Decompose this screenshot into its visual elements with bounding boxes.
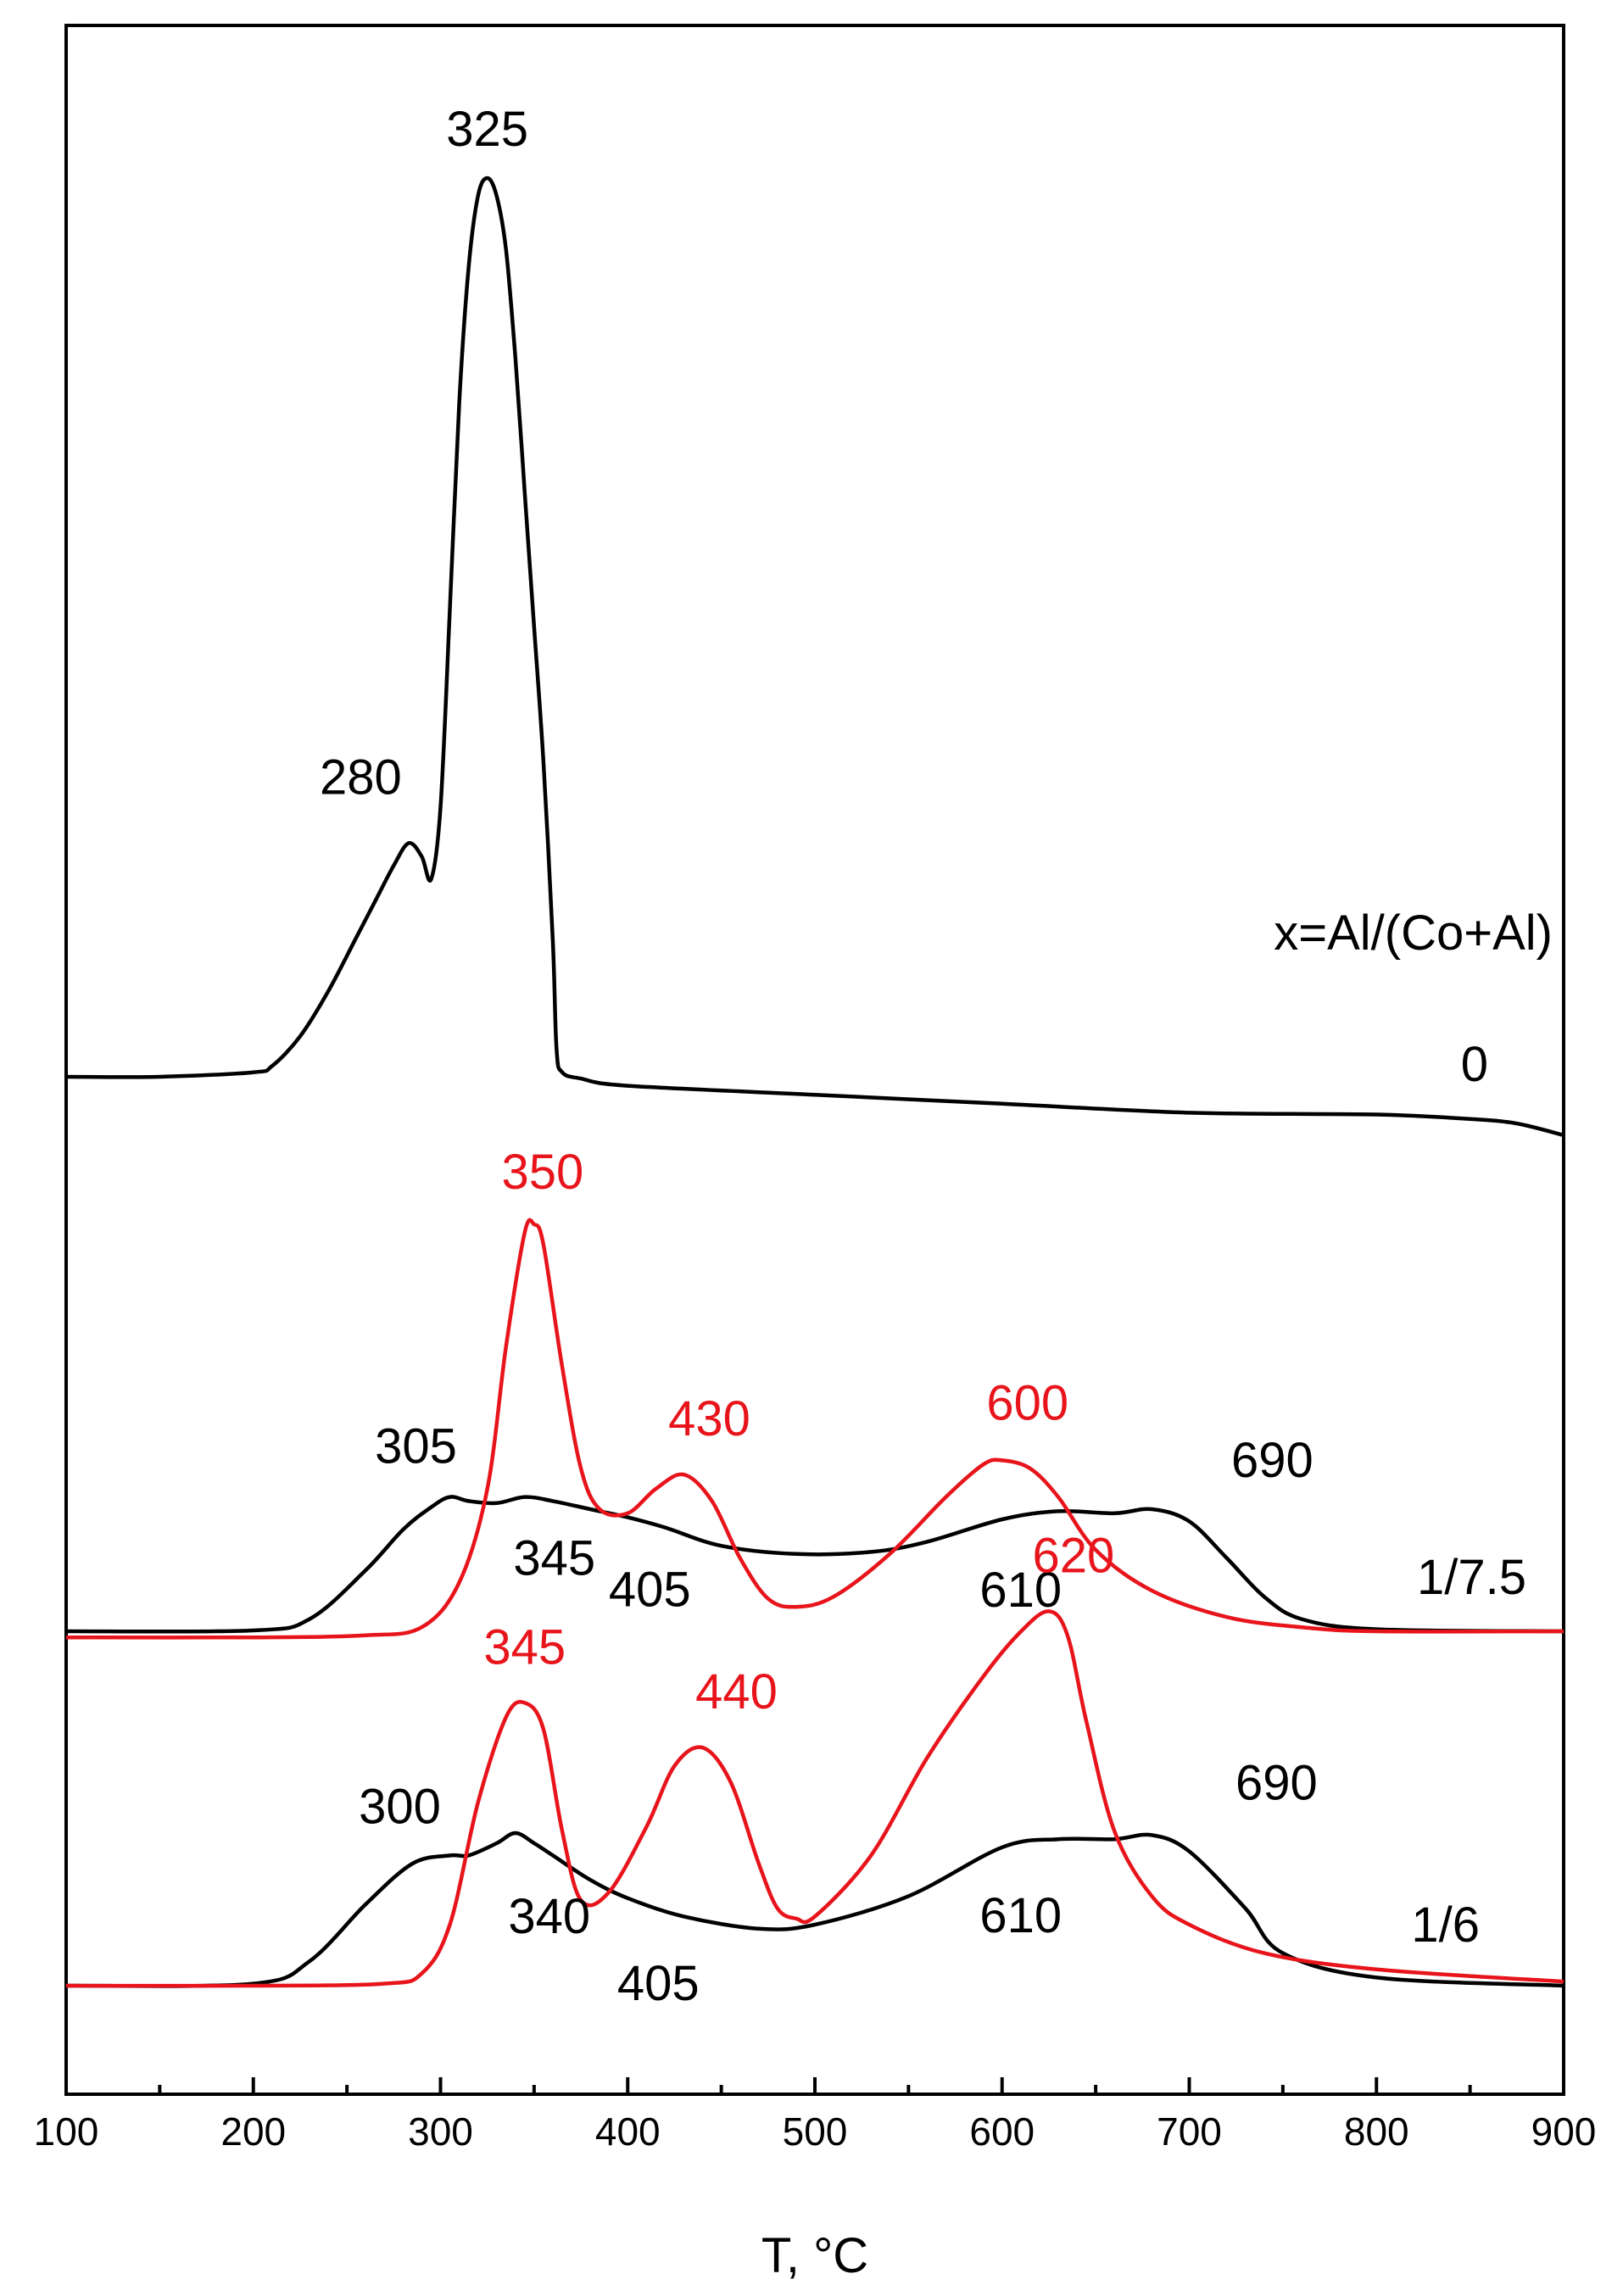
x-tick-label: 100 (34, 2109, 99, 2154)
series-line-1-7-5-black (65, 1495, 1564, 1634)
peak-label: 280 (320, 750, 402, 805)
series-line-1-7-5-red (65, 1218, 1564, 1640)
x-tick-label: 800 (1344, 2109, 1409, 2154)
group-label: 0 (1461, 1037, 1488, 1092)
peak-label: 300 (359, 1779, 441, 1834)
group-label: 1/7.5 (1417, 1550, 1526, 1605)
peak-label: 440 (695, 1664, 778, 1719)
plot-frame (64, 24, 1565, 2096)
peak-label: 345 (483, 1619, 566, 1675)
x-axis-label: T, °C (761, 2228, 868, 2283)
x-tick-label: 900 (1531, 2109, 1597, 2154)
annotation-layer: 325 280 350 430 600 305 345 405 610 690 345 440 620 3… (320, 102, 1318, 2011)
legend-text: x=Al/(Co+Al) (1274, 906, 1553, 961)
peak-label: 405 (617, 1956, 700, 2011)
peak-label: 610 (979, 1888, 1062, 1943)
peak-label: 690 (1235, 1755, 1318, 1810)
peak-label: 350 (502, 1145, 584, 1200)
peak-label: 305 (375, 1419, 457, 1474)
x-axis-label-main: T, (761, 2228, 813, 2283)
peak-label: 430 (668, 1391, 750, 1446)
x-axis-label-unit: °C (813, 2228, 868, 2283)
peak-label: 345 (513, 1531, 595, 1586)
series-line-0-black (65, 176, 1564, 1138)
x-tick-label: 600 (969, 2109, 1035, 2154)
peak-label: 600 (986, 1375, 1068, 1430)
x-tick-label: 700 (1157, 2109, 1222, 2154)
x-tick-label: 200 (220, 2109, 286, 2154)
peak-label: 325 (446, 102, 528, 157)
peak-label: 620 (1033, 1528, 1115, 1583)
peak-label: 610 (979, 1563, 1062, 1618)
x-tick-label: 300 (408, 2109, 473, 2154)
x-tick-label: 400 (595, 2109, 661, 2154)
series-line-1-6-black (65, 1831, 1564, 1988)
peak-label: 405 (609, 1563, 691, 1618)
peak-label: 690 (1231, 1433, 1313, 1488)
x-axis-ticks: 100 200 300 400 500 600 700 800 900 (34, 2077, 1597, 2154)
curves-layer: 0 1/7.5 1/6 (65, 176, 1564, 1988)
x-tick-label: 500 (783, 2109, 848, 2154)
peak-label: 340 (508, 1889, 590, 1944)
group-label: 1/6 (1411, 1898, 1480, 1953)
series-line-1-6-red (65, 1609, 1564, 1988)
